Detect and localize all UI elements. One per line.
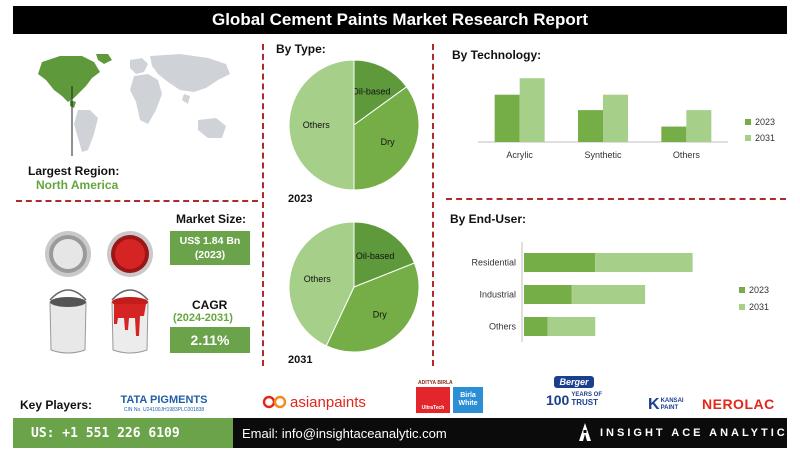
- berger-logo: Berger 100 YEARS OF TRUST: [544, 372, 604, 408]
- cagr-period: (2024-2031): [173, 312, 233, 324]
- nerolac-logo: NEROLAC: [702, 396, 775, 412]
- kansai-name: KANSAI: [660, 398, 684, 404]
- largest-region-value: North America: [36, 178, 119, 192]
- legend-swatch: [739, 287, 745, 293]
- bar-2031: [547, 317, 596, 336]
- legend-swatch: [745, 119, 751, 125]
- divider-left-horizontal: [16, 200, 258, 202]
- legend-label: 2031: [755, 133, 775, 143]
- market-size-box: US$ 1.84 Bn (2023): [170, 231, 250, 265]
- footer-brand: INSIGHT ACE ANALYTIC: [600, 427, 788, 439]
- bar-2031: [603, 94, 628, 142]
- bar-2031: [595, 253, 693, 272]
- berger-trust: TRUST: [571, 398, 599, 407]
- y-tick-label: Others: [489, 322, 517, 332]
- legend-label: 2031: [749, 302, 769, 312]
- bar-2031: [686, 110, 712, 142]
- asian-paints-logo: asianpaints: [262, 392, 366, 412]
- pie-slice-others: [288, 59, 355, 191]
- bar-2023: [578, 110, 603, 142]
- bar-2023: [661, 126, 687, 142]
- pie-slice-oil-based: [353, 59, 408, 126]
- pie-chart-2023: Oil-based Dry Others: [288, 59, 420, 191]
- y-tick-label: Residential: [471, 258, 516, 268]
- technology-bar-chart: Acrylic Synthetic Others 2023 2031: [478, 78, 775, 160]
- world-map-icon: [38, 54, 230, 156]
- end-user-bar-chart: Residential Industrial Others 2023 2031: [471, 242, 769, 342]
- legend-swatch: [739, 304, 745, 310]
- paint-cans-icon: [45, 231, 153, 354]
- divider-left: [262, 44, 264, 366]
- x-tick-label: Others: [673, 150, 701, 160]
- pie-label: Dry: [373, 309, 387, 319]
- divider-right-horizontal: [446, 198, 786, 200]
- pie-label: Others: [304, 274, 332, 284]
- x-tick-label: Acrylic: [506, 150, 533, 160]
- asian-paints-name: asianpaints: [290, 393, 366, 411]
- cagr-label: CAGR: [192, 298, 228, 312]
- y-tick-label: Industrial: [479, 290, 516, 300]
- legend-label: 2023: [755, 117, 775, 127]
- berger-years-label: YEARS OF: [571, 392, 603, 398]
- key-players-label: Key Players:: [20, 398, 93, 412]
- tata-pigments-cin: CIN No. U24100JH1983PLC001838: [123, 407, 205, 413]
- kansai-paint-logo: K KANSAI PAINT: [648, 396, 684, 414]
- footer-phone[interactable]: US: +1 551 226 6109: [13, 418, 233, 448]
- bar-2031: [519, 78, 545, 142]
- largest-region-label: Largest Region:: [28, 164, 120, 178]
- market-size-year: (2023): [194, 249, 226, 261]
- pie-chart-2031: Oil-based Dry Others: [288, 221, 420, 353]
- pie-year-2031: 2031: [288, 354, 313, 366]
- by-type-title: By Type:: [276, 42, 326, 56]
- pie-slice-dry: [325, 262, 420, 353]
- birla-white-label: Birla White: [453, 387, 483, 413]
- legend-label: 2023: [749, 285, 769, 295]
- bar-2023: [524, 285, 572, 304]
- tata-pigments-logo: TATA PIGMENTS CIN No. U24100JH1983PLC001…: [116, 394, 212, 413]
- asian-paints-mark-icon: [262, 395, 287, 409]
- legend-swatch: [745, 135, 751, 141]
- birla-white-logo: ADITYA BIRLA UltraTech Birla White: [416, 380, 492, 413]
- by-technology-title: By Technology:: [452, 48, 542, 62]
- pie-slice-oil-based: [353, 221, 416, 288]
- bar-2023: [494, 94, 520, 142]
- pie-slice-others: [288, 221, 355, 347]
- divider-right: [432, 44, 434, 366]
- ultratech-label: UltraTech: [416, 387, 450, 413]
- pie-label: Oil-based: [352, 86, 391, 96]
- bar-2031: [571, 285, 646, 304]
- x-tick-label: Synthetic: [584, 150, 622, 160]
- pie-slice-dry: [353, 86, 420, 191]
- kansai-sub: PAINT: [660, 405, 679, 411]
- bar-2023: [524, 317, 548, 336]
- by-end-user-title: By End-User:: [450, 212, 527, 226]
- kansai-mark: K: [648, 396, 660, 413]
- market-size-label: Market Size:: [176, 212, 247, 226]
- insight-ace-mark-icon: [579, 423, 591, 441]
- market-size-value: US$ 1.84 Bn: [179, 235, 241, 247]
- pie-label: Others: [303, 120, 331, 130]
- bar-2023: [524, 253, 596, 272]
- cagr-value: 2.11%: [170, 327, 250, 353]
- footer-email[interactable]: Email: info@insightaceanalytic.com: [242, 426, 447, 441]
- berger-years: 100: [545, 392, 570, 408]
- aditya-birla-label: ADITYA BIRLA: [418, 380, 453, 386]
- pie-label: Dry: [381, 137, 395, 147]
- pie-label: Oil-based: [356, 251, 395, 261]
- pie-year-2023: 2023: [288, 193, 313, 205]
- berger-brand: Berger: [554, 376, 594, 388]
- tata-pigments-name: TATA PIGMENTS: [120, 394, 208, 406]
- report-title: Global Cement Paints Market Research Rep…: [13, 6, 787, 34]
